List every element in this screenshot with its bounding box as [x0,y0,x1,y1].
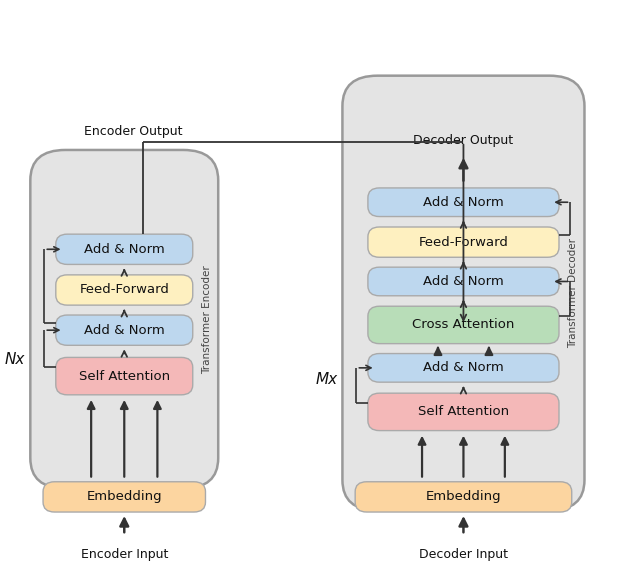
FancyBboxPatch shape [56,315,193,345]
Text: Embedding: Embedding [86,490,162,503]
Text: Add & Norm: Add & Norm [423,275,504,288]
Text: Transformer Encoder: Transformer Encoder [202,265,212,373]
Text: Add & Norm: Add & Norm [84,243,164,256]
Text: Transformer Decoder: Transformer Decoder [568,238,578,348]
Text: Encoder Input: Encoder Input [81,548,168,561]
FancyBboxPatch shape [342,75,584,511]
Text: Cross Attention: Cross Attention [412,319,515,332]
FancyBboxPatch shape [30,150,218,488]
FancyBboxPatch shape [56,234,193,265]
Text: Encoder Output: Encoder Output [84,125,183,138]
FancyBboxPatch shape [368,227,559,257]
FancyBboxPatch shape [355,482,572,512]
FancyBboxPatch shape [368,306,559,343]
Text: Add & Norm: Add & Norm [423,361,504,374]
FancyBboxPatch shape [368,393,559,431]
Text: Feed-Forward: Feed-Forward [419,236,508,249]
Text: Embedding: Embedding [426,490,501,503]
Text: Decoder Input: Decoder Input [419,548,508,561]
Text: Add & Norm: Add & Norm [84,324,164,337]
FancyBboxPatch shape [368,354,559,382]
Text: Feed-Forward: Feed-Forward [79,284,169,297]
Text: Add & Norm: Add & Norm [423,196,504,209]
FancyBboxPatch shape [368,188,559,217]
Text: Nx: Nx [4,352,24,367]
Text: Self Attention: Self Attention [79,370,170,383]
FancyBboxPatch shape [43,482,205,512]
Text: Mx: Mx [316,373,337,387]
Text: Self Attention: Self Attention [418,405,509,418]
FancyBboxPatch shape [56,275,193,305]
FancyBboxPatch shape [368,267,559,296]
FancyBboxPatch shape [56,358,193,395]
Text: Decoder Output: Decoder Output [413,133,513,146]
